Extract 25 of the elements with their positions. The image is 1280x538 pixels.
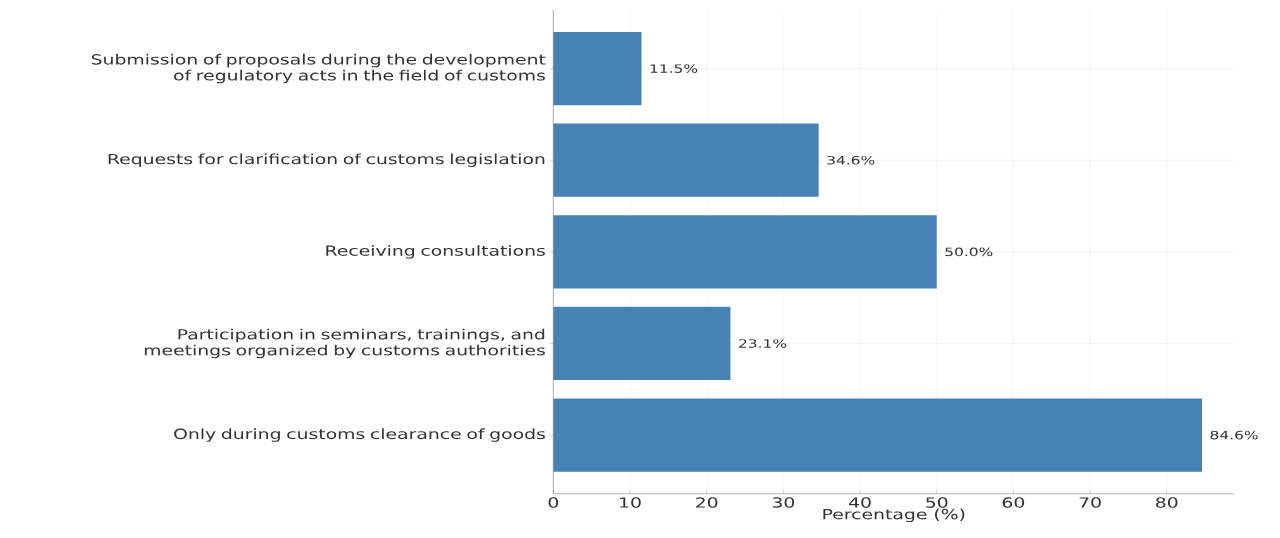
bar <box>553 123 819 198</box>
data-label: 23.1% <box>739 339 787 349</box>
x-tick-label: 70 <box>1079 497 1101 509</box>
x-tick-label: 40 <box>848 497 871 509</box>
bar <box>553 215 937 289</box>
y-tick-label: Receiving consultations <box>326 245 545 259</box>
data-label: 50.0% <box>945 247 993 257</box>
x-tick-label: 60 <box>1002 497 1025 509</box>
x-tick-label: 10 <box>620 497 641 509</box>
bar <box>553 307 731 381</box>
y-tick-label: Requests for clarification of customs legislation <box>108 153 545 168</box>
x-tick-label: 50 <box>926 497 948 509</box>
data-label: 11.5% <box>650 64 698 74</box>
x-tick-label: 20 <box>696 497 718 509</box>
bar <box>553 32 642 106</box>
x-tick-label: 30 <box>772 497 795 509</box>
y-tick-label: Participation in seminars, trainings, and meetings organized by customs authorities <box>144 328 545 359</box>
x-tick-label: 0 <box>548 497 559 509</box>
bar <box>553 398 1203 472</box>
x-tick-label: 80 <box>1156 497 1178 509</box>
y-tick-label: Submission of proposals during the development of regulatory acts in the field of customs <box>91 54 546 84</box>
x-axis-title: Percentage (%) <box>823 508 965 523</box>
data-label: 34.6% <box>827 156 875 165</box>
y-tick-label: Only during customs clearance of goods <box>174 428 545 443</box>
data-label: 84.6% <box>1210 431 1258 440</box>
